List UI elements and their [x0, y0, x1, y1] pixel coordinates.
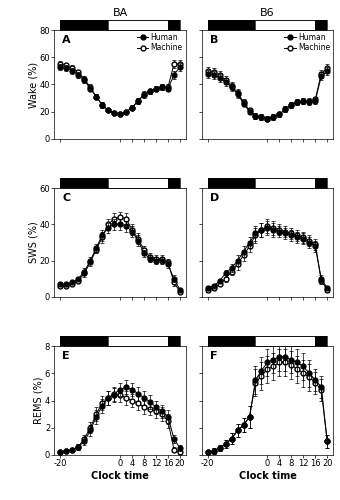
Bar [61, 336, 180, 346]
Bar [208, 336, 255, 346]
Bar [315, 178, 327, 188]
Bar [315, 336, 327, 346]
Text: F: F [209, 352, 217, 362]
Bar [168, 178, 180, 188]
Title: B6: B6 [260, 8, 275, 18]
X-axis label: Clock time: Clock time [238, 471, 296, 481]
Bar [208, 178, 255, 188]
Text: A: A [62, 36, 71, 46]
Legend: Human, Machine: Human, Machine [136, 32, 184, 53]
Legend: Human, Machine: Human, Machine [284, 32, 331, 53]
Text: E: E [62, 352, 70, 362]
Bar [108, 178, 168, 188]
Title: BA: BA [113, 8, 128, 18]
X-axis label: Clock time: Clock time [91, 471, 149, 481]
Text: B: B [209, 36, 218, 46]
Bar [255, 20, 315, 30]
Y-axis label: Wake (%): Wake (%) [28, 62, 38, 108]
Bar [61, 20, 108, 30]
Text: D: D [209, 194, 219, 203]
Text: C: C [62, 194, 70, 203]
Bar [61, 336, 108, 346]
Y-axis label: REMS (%): REMS (%) [33, 377, 44, 424]
Bar [208, 336, 327, 346]
Bar [255, 178, 315, 188]
Y-axis label: SWS (%): SWS (%) [28, 222, 38, 264]
Bar [108, 20, 168, 30]
Bar [315, 20, 327, 30]
Bar [208, 20, 327, 30]
Bar [61, 20, 180, 30]
Bar [108, 336, 168, 346]
Bar [168, 336, 180, 346]
Bar [168, 20, 180, 30]
Bar [61, 178, 180, 188]
Bar [208, 20, 255, 30]
Bar [208, 178, 327, 188]
Bar [255, 336, 315, 346]
Bar [61, 178, 108, 188]
